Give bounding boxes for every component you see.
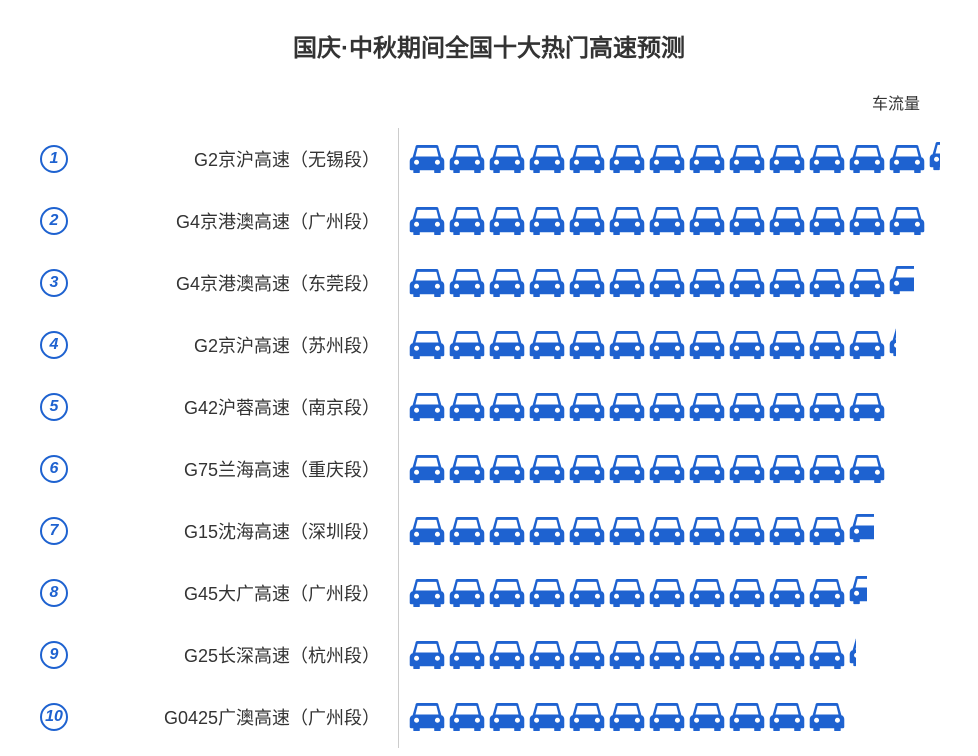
rank-badge: 7 [40,517,68,545]
pictogram-bar [399,576,948,609]
rank-badge: 2 [40,207,68,235]
row-label: G4京港澳高速（广州段） [68,208,398,234]
rank-badge: 10 [40,703,68,731]
chart-row: 10G0425广澳高速（广州段） [40,686,948,748]
pictogram-bar [399,638,948,671]
rank-badge: 6 [40,455,68,483]
chart-row: 9G25长深高速（杭州段） [40,624,948,686]
pictogram-bar [399,207,948,235]
row-label: G2京沪高速（苏州段） [68,332,398,358]
pictogram-bar [399,514,948,547]
chart-row: 7G15沈海高速（深圳段） [40,500,948,562]
rank-badge: 5 [40,393,68,421]
pictogram-bar [399,266,948,299]
chart-row: 6G75兰海高速（重庆段） [40,438,948,500]
pictogram-bar [399,455,948,483]
row-label: G42沪蓉高速（南京段） [68,394,398,420]
row-label: G2京沪高速（无锡段） [68,146,398,172]
rank-badge: 9 [40,641,68,669]
chart-row: 2G4京港澳高速（广州段） [40,190,948,252]
rank-badge: 3 [40,269,68,297]
chart-row: 8G45大广高速（广州段） [40,562,948,624]
rank-badge: 1 [40,145,68,173]
page-title: 国庆·中秋期间全国十大热门高速预测 [0,0,978,63]
rank-badge: 8 [40,579,68,607]
pictogram-chart: 1G2京沪高速（无锡段） 2G4京港澳高速（广州段） [40,128,948,736]
chart-row: 1G2京沪高速（无锡段） [40,128,948,190]
row-label: G0425广澳高速（广州段） [68,704,398,730]
pictogram-bar [399,328,948,361]
row-label: G25长深高速（杭州段） [68,642,398,668]
pictogram-bar [399,393,948,421]
pictogram-bar [399,703,948,731]
row-label: G75兰海高速（重庆段） [68,456,398,482]
chart-row: 5G42沪蓉高速（南京段） [40,376,948,438]
pictogram-bar [399,142,948,175]
row-label: G15沈海高速（深圳段） [68,518,398,544]
rank-badge: 4 [40,331,68,359]
row-label: G45大广高速（广州段） [68,580,398,606]
chart-row: 4G2京沪高速（苏州段） [40,314,948,376]
row-label: G4京港澳高速（东莞段） [68,270,398,296]
legend-label: 车流量 [872,90,920,114]
chart-row: 3G4京港澳高速（东莞段） [40,252,948,314]
